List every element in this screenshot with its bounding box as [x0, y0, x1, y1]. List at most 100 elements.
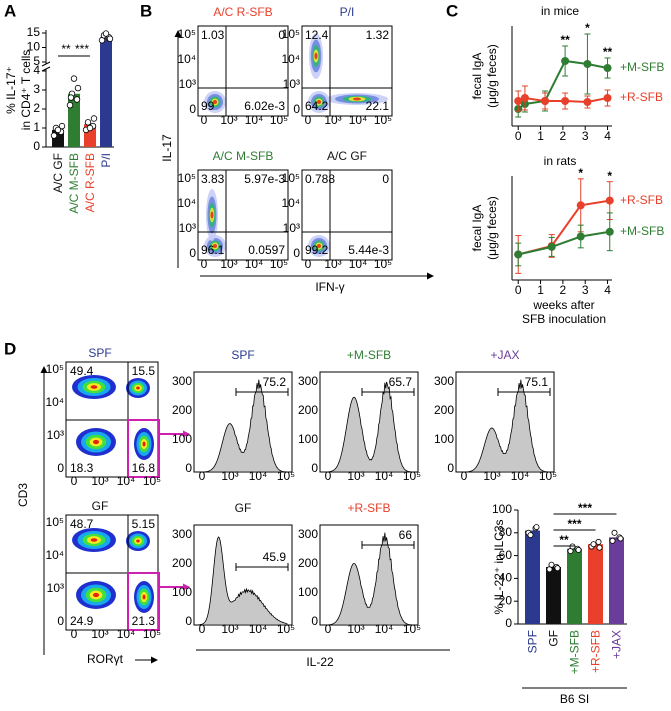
data-point [605, 227, 614, 236]
x-tick-label: 0 [71, 474, 78, 488]
density [317, 100, 321, 104]
data-point [595, 538, 602, 545]
y-tick-label: 0 [33, 139, 40, 153]
density [213, 244, 217, 248]
x-tick-label: 1 [537, 129, 544, 143]
gate-value: 75.1 [525, 375, 549, 389]
quadrant-value: 96.1 [201, 243, 225, 257]
y-tick-label: 0 [447, 461, 454, 475]
y-tick-label: 100 [492, 502, 512, 516]
quadrant-value: 24.9 [70, 614, 94, 628]
ilc3-gate [127, 572, 160, 631]
y-tick-label: 15 [27, 25, 41, 39]
density [213, 100, 217, 104]
data-point [533, 524, 540, 531]
quadrant-value: 0.788 [305, 172, 335, 186]
data-point [84, 119, 92, 126]
plot-title: +JAX [490, 348, 519, 362]
quadrant-value: 0.0597 [248, 243, 285, 257]
y-tick-label: 10⁴ [281, 196, 300, 210]
quadrant-value: 6.02e-3 [244, 99, 285, 113]
group-label: B6 SI [560, 692, 589, 706]
y-tick-label: 0 [311, 614, 318, 628]
gate-value: 75.2 [263, 375, 287, 389]
x-tick-label: 2 [560, 283, 567, 297]
legend-label: +M-SFB [620, 224, 664, 238]
y-tick-label: 300 [434, 374, 454, 388]
quadrant-value: 0 [278, 28, 285, 42]
data-point [90, 115, 98, 122]
plot-title: +M-SFB [347, 348, 391, 362]
significance-label: ** [559, 533, 569, 547]
chart-title: in rats [544, 154, 577, 168]
bar [609, 537, 624, 624]
plot-title: P/I [340, 5, 355, 19]
y-tick-label: 4 [33, 63, 40, 77]
y-tick-label: 10⁵ [282, 171, 300, 185]
y-axis-label: (μg/g feces) [485, 44, 499, 108]
x-axis-label: weeks after [532, 298, 594, 312]
data-point [102, 30, 110, 37]
panel-label: B [140, 1, 152, 20]
quadrant-value: 5.15 [132, 517, 156, 531]
panel-label: A [4, 1, 16, 20]
density [93, 592, 99, 598]
y-tick-label: 10⁴ [177, 196, 196, 210]
data-point [66, 101, 74, 109]
significance-label: ** [560, 33, 570, 47]
data-point [527, 532, 534, 539]
x-tick-label: 4 [604, 129, 611, 143]
y-tick-label: 10³ [47, 428, 64, 442]
y-axis-label: in CD4⁺ T cells [19, 50, 33, 131]
x-tick-label: 10⁴ [375, 469, 394, 483]
data-point [520, 94, 529, 102]
quadrant-value: 99 [201, 99, 215, 113]
x-tick-label: 0 [325, 469, 332, 483]
x-tick-label: 10³ [324, 113, 341, 127]
x-tick-label: 10³ [483, 469, 500, 483]
y-tick-label: 300 [298, 374, 318, 388]
x-tick-label: A/C M-SFB [67, 153, 81, 214]
quadrant-value: 49.4 [70, 364, 94, 378]
x-tick-label: 10⁴ [245, 257, 264, 271]
y-axis-label: % IL-22⁺ in ILC3s [492, 519, 506, 614]
x-tick-label: A/C R-SFB [83, 153, 97, 212]
data-point [590, 541, 597, 548]
quadrant-value: 99.2 [305, 243, 329, 257]
significance-label: * [585, 21, 590, 35]
y-tick-label: 10⁵ [46, 362, 64, 376]
histogram [198, 379, 288, 473]
x-tick-label: 0 [515, 129, 522, 143]
x-tick-label: +M-SFB [568, 630, 582, 674]
gate-value: 45.9 [263, 550, 287, 564]
density [142, 441, 146, 447]
x-tick-label: 3 [582, 283, 589, 297]
significance-label: * [607, 169, 612, 183]
x-tick-label: 4 [604, 283, 611, 297]
y-tick-label: 100 [298, 585, 318, 599]
x-tick-label: 0 [515, 283, 522, 297]
x-tick-label: 10⁵ [403, 469, 421, 483]
data-point [58, 122, 66, 130]
y-tick-label: 200 [434, 403, 454, 417]
legend-label: +R-SFB [620, 90, 663, 104]
y-tick-label: 0 [57, 461, 64, 475]
quadrant-value: 16.8 [132, 461, 156, 475]
x-tick-label: 10⁴ [249, 622, 268, 636]
y-tick-label: 10⁴ [281, 52, 300, 66]
y-axis-label: % IL-17⁺ [4, 66, 18, 114]
y-tick-label: 10⁵ [178, 27, 196, 41]
x-tick-label: 10³ [221, 622, 238, 636]
arrow-head [427, 272, 434, 280]
quadrant-value: 1.32 [366, 28, 390, 42]
y-tick-label: 0 [311, 461, 318, 475]
plot-frame [319, 371, 419, 473]
arrow-head [40, 366, 48, 373]
plot-title: A/C R-SFB [213, 5, 272, 19]
data-point [611, 529, 618, 536]
plot-title: A/C GF [327, 149, 367, 163]
x-tick-label: 0 [199, 622, 206, 636]
gate-value: 65.7 [389, 375, 413, 389]
significance-label: * [578, 166, 583, 180]
y-tick-label: 10⁴ [177, 52, 196, 66]
